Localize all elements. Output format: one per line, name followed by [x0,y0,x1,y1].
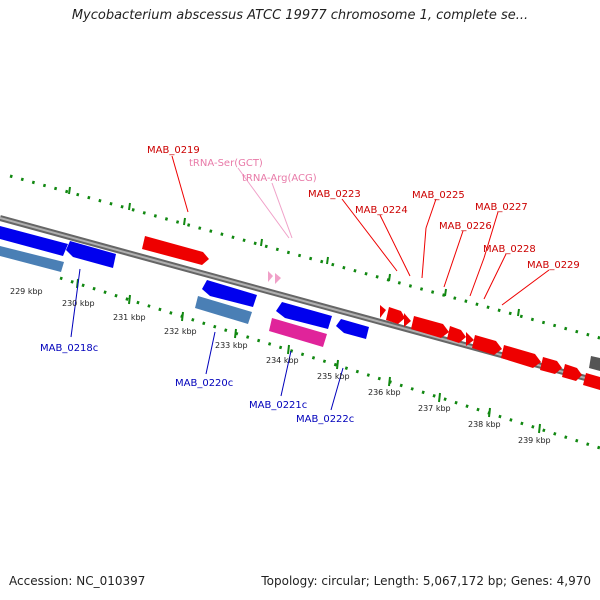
gene-mab-0228[interactable] [472,335,502,355]
tick-label-232: 232 kbp [164,327,197,336]
tick-label-236: 236 kbp [368,388,401,397]
cds-mab-0217c[interactable] [0,246,64,272]
gene-mab-0227b[interactable] [466,332,474,346]
gene-mab-0230[interactable] [562,364,582,381]
trna-ser-gct[interactable] [268,271,273,282]
label-mab-0221c[interactable]: MAB_0221c [249,400,307,411]
gene-mab-0222c[interactable] [336,319,369,339]
cds-mab-0220c[interactable] [195,296,252,324]
label-mab-0224[interactable]: MAB_0224 [355,205,408,216]
tick-label-229: 229 kbp [10,287,43,296]
tick-label-233: 233 kbp [215,341,248,350]
gene-mab-0223[interactable] [380,305,386,318]
forward-callout-lines [171,155,550,306]
tick-label-231: 231 kbp [113,313,146,322]
gene-mab-0224[interactable] [386,307,405,324]
gene-mab-0227a[interactable] [447,326,466,343]
label-mab-0220c[interactable]: MAB_0220c [175,378,233,389]
reverse-callout-lines [70,268,344,411]
tick-label-235: 235 kbp [317,372,350,381]
tick-label-238: 238 kbp [468,420,501,429]
label-mab-0228[interactable]: MAB_0228 [483,244,536,255]
tick-label-230: 230 kbp [62,299,95,308]
reverse-major-ticks [76,278,541,434]
label-mab-0223[interactable]: MAB_0223 [308,189,361,200]
forward-major-ticks [68,186,520,317]
tick-label-239: 239 kbp [518,436,551,445]
label-mab-0219[interactable]: MAB_0219 [147,145,200,156]
tick-label-234: 234 kbp [266,356,299,365]
gene-mab-0220c[interactable] [202,280,257,307]
reverse-tick-track [59,276,600,450]
trna-callout-lines [237,167,293,239]
gene-mab-0229b[interactable] [540,357,562,374]
gene-mab-0219[interactable] [142,236,209,265]
trna-arg-acg[interactable] [275,273,281,284]
genome-summary-text: Topology: circular; Length: 5,067,172 bp… [261,574,591,588]
map-title: Mycobacterium abscessus ATCC 19977 chrom… [71,8,529,23]
tick-label-237: 237 kbp [418,404,451,413]
gene-mab-0229a[interactable] [501,345,541,368]
rna-gene-pink[interactable] [269,318,327,347]
label-mab-0227[interactable]: MAB_0227 [475,202,528,213]
gene-mab-0217c[interactable] [0,226,68,256]
gene-mab-0218c[interactable] [66,241,116,268]
label-mab-0225[interactable]: MAB_0225 [412,190,465,201]
gene-mab-0221c[interactable] [276,302,332,329]
gene-mab-0225[interactable] [404,313,411,327]
label-mab-0222c[interactable]: MAB_0222c [296,414,354,425]
gene-mab-0231[interactable] [583,373,600,390]
label-mab-0218c[interactable]: MAB_0218c [40,343,98,354]
label-trna-ser-gct[interactable]: tRNA-Ser(GCT) [189,158,263,169]
gene-mab-0226[interactable] [411,316,449,338]
gene-grey-edge[interactable] [589,356,600,371]
label-trna-arg-acg[interactable]: tRNA-Arg(ACG) [242,173,317,184]
label-mab-0229[interactable]: MAB_0229 [527,260,580,271]
accession-text: Accession: NC_010397 [9,574,146,588]
label-mab-0226[interactable]: MAB_0226 [439,221,492,232]
